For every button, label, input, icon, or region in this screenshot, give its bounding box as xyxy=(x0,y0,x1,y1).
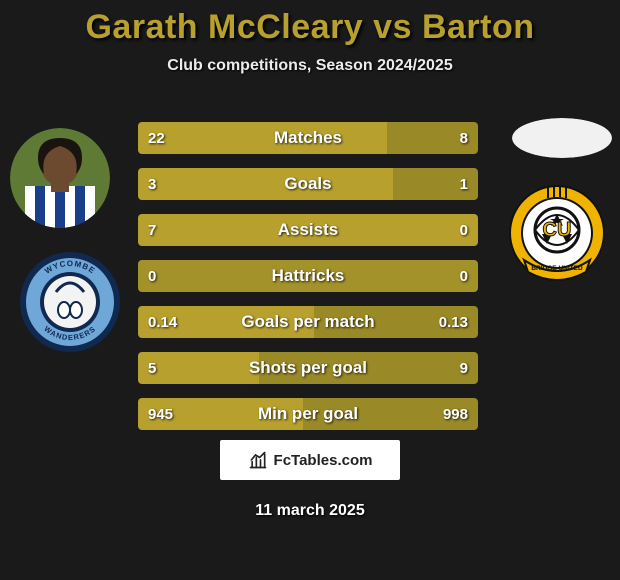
svg-text:CU: CU xyxy=(543,219,572,241)
player2-avatar xyxy=(512,118,612,158)
player1-avatar xyxy=(10,128,110,228)
stat-row: 7Assists0 xyxy=(138,214,478,246)
branding-box: FcTables.com xyxy=(220,440,400,480)
stat-row: 0.14Goals per match0.13 xyxy=(138,306,478,338)
player2-avatar-svg xyxy=(512,118,612,158)
stat-row: 0Hattricks0 xyxy=(138,260,478,292)
title-vs: vs xyxy=(373,8,412,46)
branding-text: FcTables.com xyxy=(274,452,373,469)
club2-crest: CU BRIDGE UNITED xyxy=(506,182,608,284)
branding-chart-icon xyxy=(248,450,268,470)
title: Garath McCleary vs Barton xyxy=(0,8,620,47)
club1-crest-svg: WYCOMBE WANDERERS xyxy=(20,252,120,352)
title-player2: Barton xyxy=(422,8,535,46)
stat-row: 22Matches8 xyxy=(138,122,478,154)
player1-avatar-svg xyxy=(10,128,110,228)
title-player1: Garath McCleary xyxy=(85,8,363,46)
date: 11 march 2025 xyxy=(255,502,364,520)
club1-crest: WYCOMBE WANDERERS xyxy=(20,252,120,352)
stats-bars: 22Matches8 3Goals1 7Assists0 0Hattricks0 0.1… xyxy=(138,122,478,430)
subtitle: Club competitions, Season 2024/2025 xyxy=(0,57,620,75)
stat-row: 945Min per goal998 xyxy=(138,398,478,430)
stat-row: 5Shots per goal9 xyxy=(138,352,478,384)
comparison-card: Garath McCleary vs Barton Club competiti… xyxy=(0,0,620,580)
club2-crest-svg: CU BRIDGE UNITED xyxy=(506,182,608,284)
stat-row: 3Goals1 xyxy=(138,168,478,200)
svg-text:BRIDGE UNITED: BRIDGE UNITED xyxy=(531,265,583,272)
